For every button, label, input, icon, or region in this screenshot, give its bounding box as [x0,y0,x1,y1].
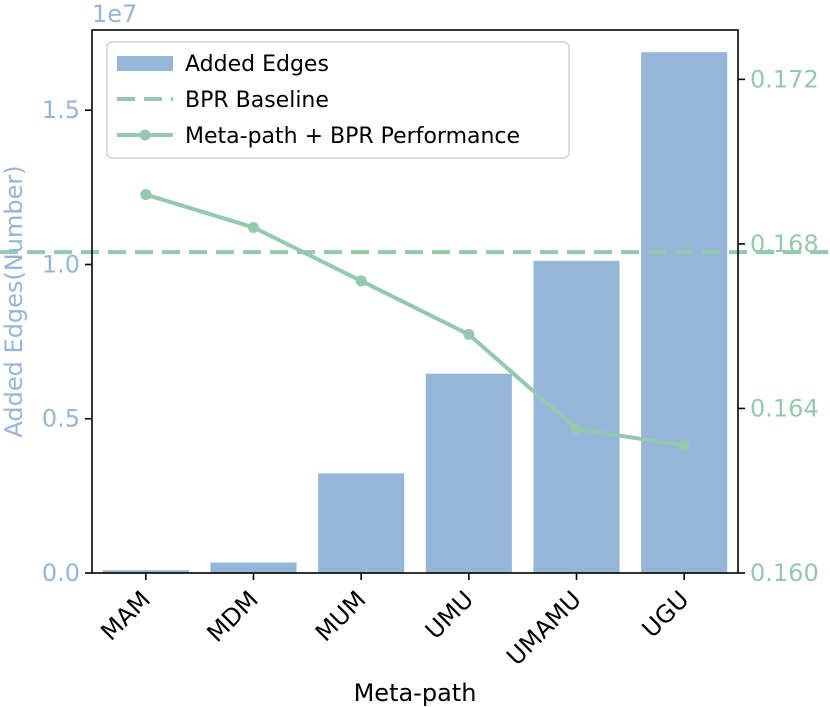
bar-umamu [533,260,620,573]
left-tick-label: 0.0 [42,559,80,587]
performance-point-ugu [678,439,690,451]
right-tick-label: 0.160 [750,559,819,587]
legend-label-3: Meta-path + BPR Performance [185,124,520,149]
x-tick-label-umamu: UMAMU [501,585,587,671]
bar-mdm [210,562,297,573]
legend-box [106,41,570,159]
right-tick-label: 0.168 [750,230,819,258]
legend: Added Edges BPR Baseline Meta-path + BPR P… [106,41,570,159]
performance-point-mdm [248,221,259,233]
legend-swatch-added-edges [117,56,173,71]
x-axis-title: Meta-path [354,679,477,707]
left-axis-offset-label: 1e7 [92,0,137,28]
x-tick-label-ugu: UGU [637,585,695,643]
legend-swatch-performance-marker [139,129,151,141]
performance-point-mum [355,275,367,287]
legend-label-1: Added Edges [185,52,329,77]
x-tick-label-mam: MAM [95,585,156,646]
performance-point-umamu [571,423,582,435]
bar-umu [425,373,512,573]
bar-ugu [641,52,728,574]
performance-line [145,192,685,448]
left-tick-label: 1.5 [42,96,80,124]
bar-mam [102,570,189,573]
right-tick-label: 0.164 [750,394,819,422]
left-tick-label: 1.0 [42,250,80,278]
left-tick-label: 0.5 [42,405,80,433]
bar-mum [318,473,405,573]
performance-point-umu [463,328,475,340]
performance-line-layer [140,189,690,451]
bars-layer [102,52,728,574]
plot-frame [91,29,739,574]
x-tick-label-mum: MUM [310,585,372,647]
left-axis-title: Added Edges(Number) [0,165,28,437]
right-tick-label: 0.172 [750,65,819,93]
performance-point-mam [140,189,152,201]
x-tick-label-umu: UMU [420,585,479,644]
legend-label-2: BPR Baseline [185,88,329,113]
x-tick-label-mdm: MDM [202,585,264,647]
